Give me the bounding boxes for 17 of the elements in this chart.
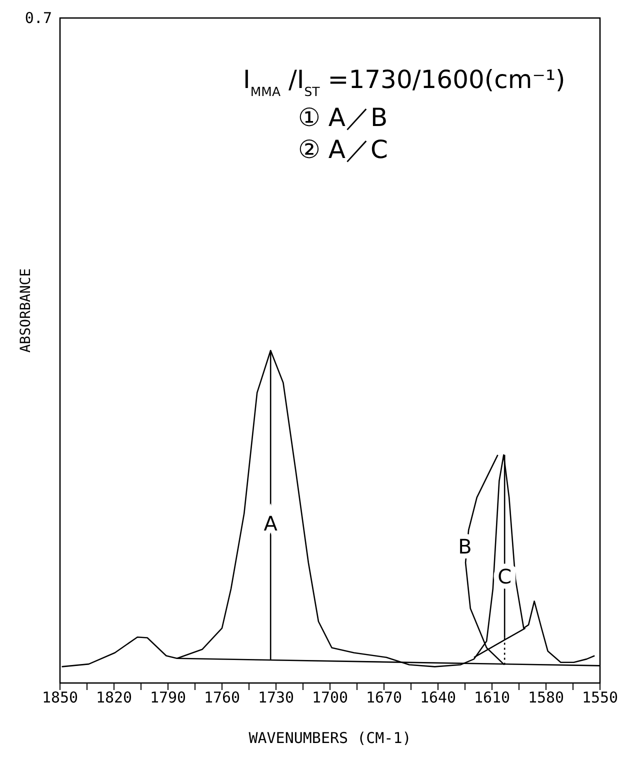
text: 0.7 — [24, 9, 52, 27]
x-tick-label: 1670 — [366, 688, 402, 707]
y-axis-title: ABSORBANCE — [18, 268, 34, 353]
x-tick-label: 1610 — [474, 688, 510, 707]
x-tick-label: 1790 — [150, 688, 186, 707]
x-tick-label: 1580 — [528, 688, 564, 707]
x-tick-label: 1700 — [312, 688, 348, 707]
x-tick-label: 1640 — [420, 688, 456, 707]
x-tick-label: 1550 — [582, 688, 618, 707]
text: ① A／B — [298, 103, 388, 132]
x-tick-label: 1850 — [42, 688, 78, 707]
text: I$_{MMA}$ /I$_{ST}$=1730/1600(cm⁻¹) — [243, 65, 566, 98]
x-tick-label: 1730 — [258, 688, 294, 707]
x-tick-label: 1760 — [204, 688, 240, 707]
text: ② A／C — [298, 135, 388, 164]
x-axis-title: WAVENUMBERS (CM-1) — [248, 729, 412, 747]
x-tick-label: 1820 — [96, 688, 132, 707]
